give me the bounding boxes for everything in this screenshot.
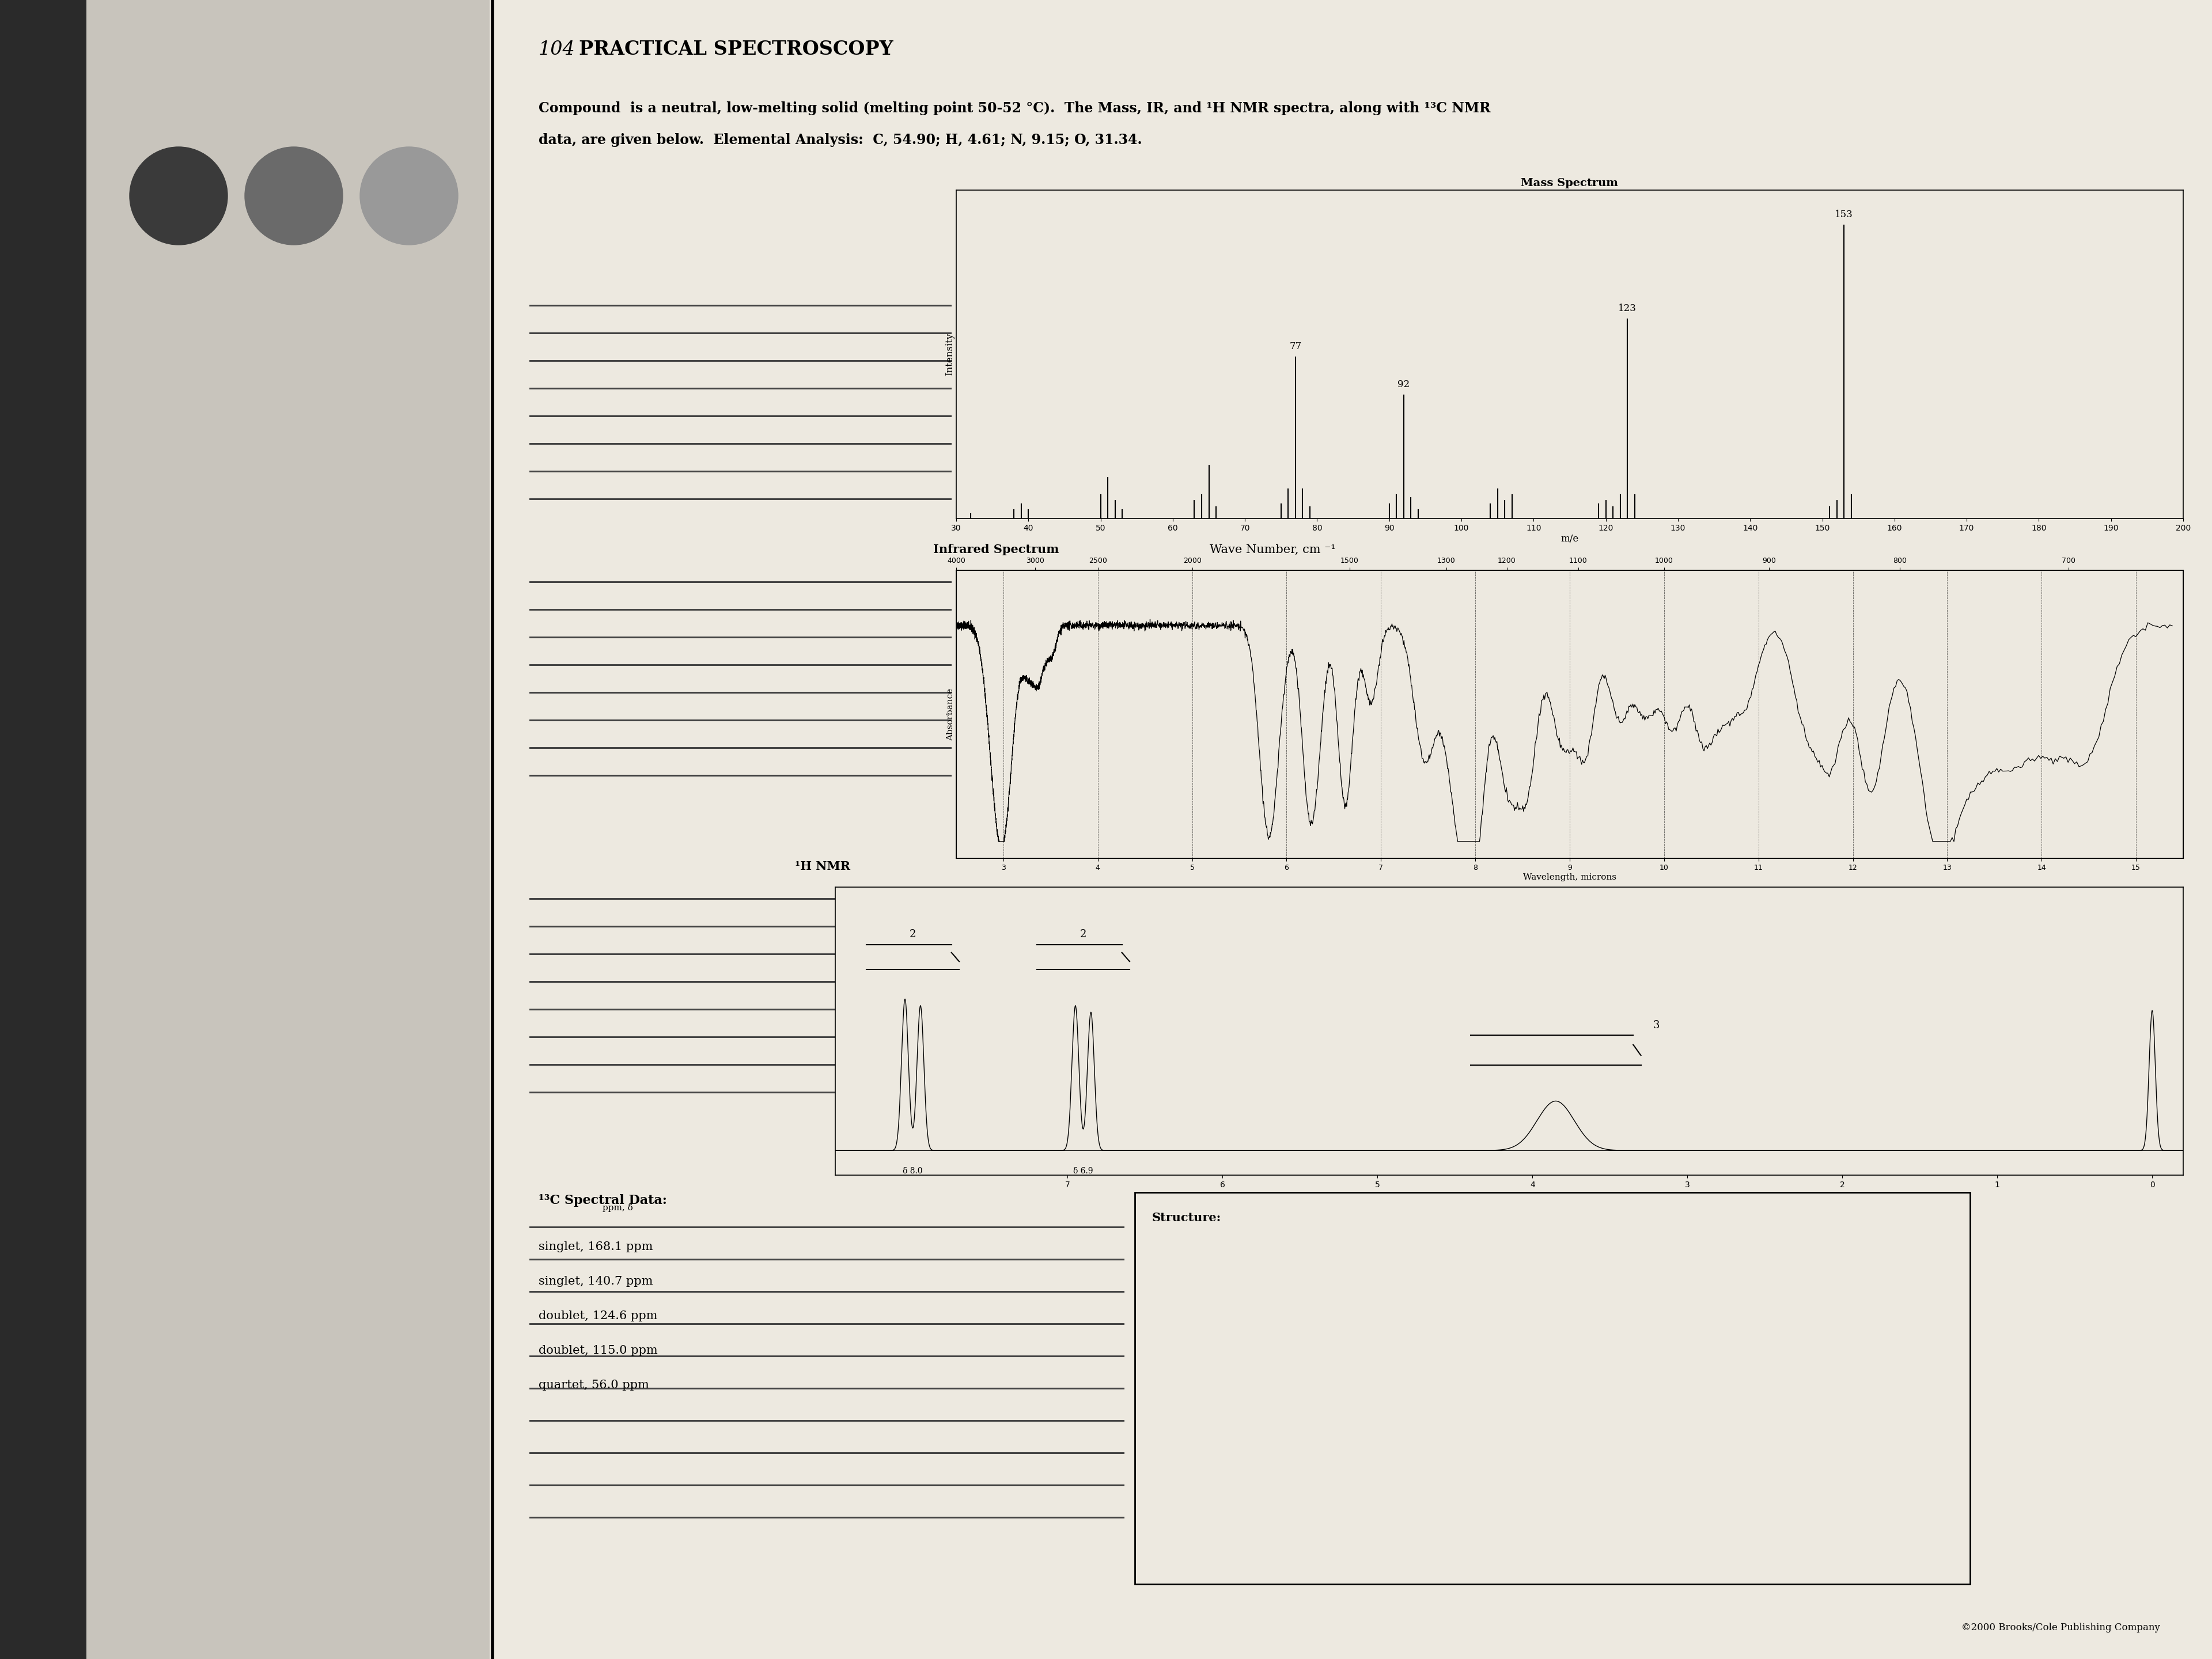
Text: singlet, 140.7 ppm: singlet, 140.7 ppm (538, 1276, 653, 1287)
Bar (489, 0, 2212, 1659)
Text: δ 6.9: δ 6.9 (1073, 1166, 1093, 1175)
Text: δ 8.0: δ 8.0 (902, 1166, 922, 1175)
Text: Wave Number, cm ⁻¹: Wave Number, cm ⁻¹ (1210, 544, 1336, 556)
Text: 2: 2 (909, 929, 916, 939)
Y-axis label: Intensity: Intensity (945, 333, 956, 375)
Circle shape (246, 148, 343, 246)
Text: ppm, δ: ppm, δ (602, 1204, 633, 1213)
Text: 123: 123 (1619, 304, 1637, 314)
Bar (1135, 1193, 1971, 1584)
X-axis label: Wavelength, microns: Wavelength, microns (1524, 873, 1617, 881)
Text: doublet, 115.0 ppm: doublet, 115.0 ppm (538, 1345, 657, 1355)
Text: ©2000 Brooks/Cole Publishing Company: ©2000 Brooks/Cole Publishing Company (1962, 1623, 2161, 1632)
Text: Infrared Spectrum: Infrared Spectrum (933, 544, 1060, 556)
Circle shape (361, 148, 458, 246)
Text: 77: 77 (1290, 342, 1301, 352)
X-axis label: m/e: m/e (1562, 534, 1579, 544)
Text: doublet, 124.6 ppm: doublet, 124.6 ppm (538, 1311, 657, 1322)
Text: singlet, 168.1 ppm: singlet, 168.1 ppm (538, 1241, 653, 1253)
Text: ¹³C Spectral Data:: ¹³C Spectral Data: (538, 1194, 668, 1206)
Text: quartet, 56.0 ppm: quartet, 56.0 ppm (538, 1380, 648, 1390)
Text: PRACTICAL SPECTROSCOPY: PRACTICAL SPECTROSCOPY (580, 40, 894, 58)
Circle shape (131, 148, 228, 246)
Text: ¹H NMR: ¹H NMR (794, 861, 849, 873)
Text: 104: 104 (538, 40, 575, 58)
Text: Compound  is a neutral, low-melting solid (melting point 50-52 °C).  The Mass, I: Compound is a neutral, low-melting solid… (538, 101, 1491, 114)
Title: Mass Spectrum: Mass Spectrum (1522, 178, 1619, 189)
Text: Structure:: Structure: (1152, 1213, 1221, 1224)
Y-axis label: Absorbance: Absorbance (947, 688, 956, 740)
Text: 92: 92 (1398, 380, 1409, 390)
Text: data, are given below.  Elemental Analysis:  C, 54.90; H, 4.61; N, 9.15; O, 31.3: data, are given below. Elemental Analysi… (538, 133, 1141, 148)
Text: 2: 2 (1079, 929, 1086, 939)
Text: 3: 3 (1652, 1020, 1659, 1030)
Text: 153: 153 (1834, 209, 1854, 219)
Bar (0, 0, 86, 1659)
Bar (86, 0, 489, 1659)
